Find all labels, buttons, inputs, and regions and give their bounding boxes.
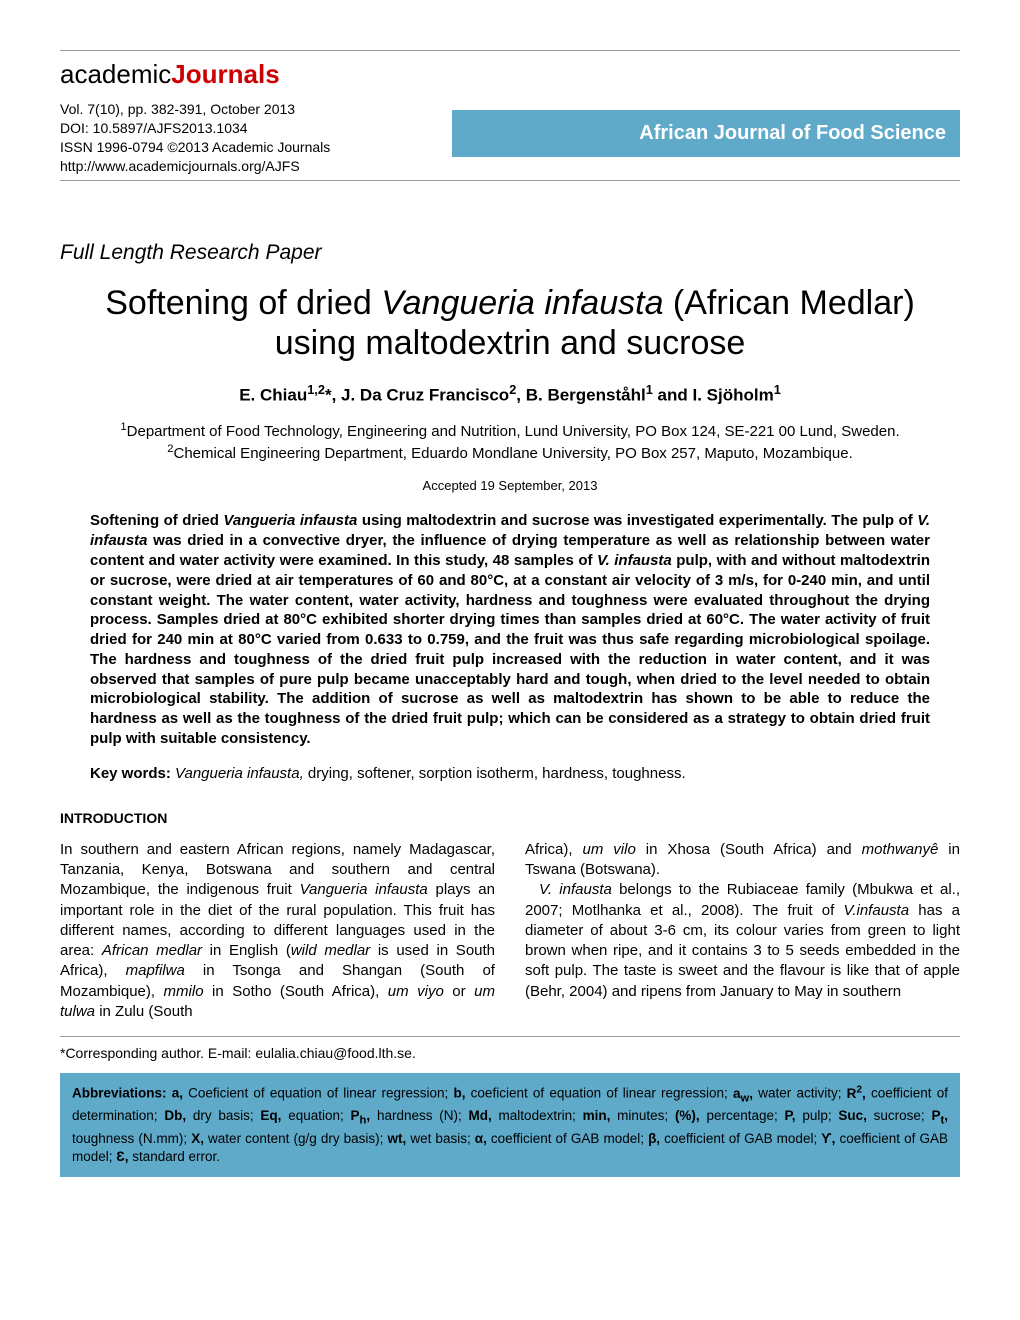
keywords-rest: drying, softener, sorption isotherm, har… [304,765,686,782]
authors: E. Chiau1,2*, J. Da Cruz Francisco2, B. … [60,382,960,406]
abbreviations-box: Abbreviations: a, Coeficient of equation… [60,1073,960,1177]
journal-banner: African Journal of Food Science [452,110,960,157]
intro-p2: Africa), um vilo in Xhosa (South Africa)… [525,840,960,881]
title-species: Vangueria infausta [381,284,663,322]
page: academicJournals Vol. 7(10), pp. 382-391… [0,0,1020,1217]
keywords-species: Vangueria infausta, [175,765,304,782]
accepted-date: Accepted 19 September, 2013 [60,478,960,493]
publication-info-block: Vol. 7(10), pp. 382-391, October 2013 DO… [60,100,960,181]
logo-part1: academic [60,59,171,89]
affil-2: 2Chemical Engineering Department, Eduard… [60,442,960,464]
footer-rule [60,1036,960,1037]
title-pre: Softening of dried [105,284,381,322]
affil-1: 1Department of Food Technology, Engineer… [60,420,960,442]
intro-p3: V. infausta belongs to the Rubiaceae fam… [525,880,960,1002]
intro-col-left: In southern and eastern African regions,… [60,840,495,1022]
paper-type: Full Length Research Paper [60,241,960,265]
intro-col-right: Africa), um vilo in Xhosa (South Africa)… [525,840,960,1022]
intro-p1: In southern and eastern African regions,… [60,840,495,1022]
paper-title: Softening of dried Vangueria infausta (A… [60,283,960,365]
corresponding-author: *Corresponding author. E-mail: eulalia.c… [60,1045,960,1061]
intro-columns: In southern and eastern African regions,… [60,840,960,1022]
keywords-label: Key words: [90,765,171,782]
affiliations: 1Department of Food Technology, Engineer… [60,420,960,465]
introduction-heading: INTRODUCTION [60,810,960,826]
top-rule [60,50,960,51]
logo-part2: Journals [171,59,279,89]
abstract: Softening of dried Vangueria infausta us… [90,511,930,749]
url: http://www.academicjournals.org/AJFS [60,157,960,176]
keywords: Key words: Vangueria infausta, drying, s… [90,765,930,782]
publisher-logo: academicJournals [60,59,960,90]
